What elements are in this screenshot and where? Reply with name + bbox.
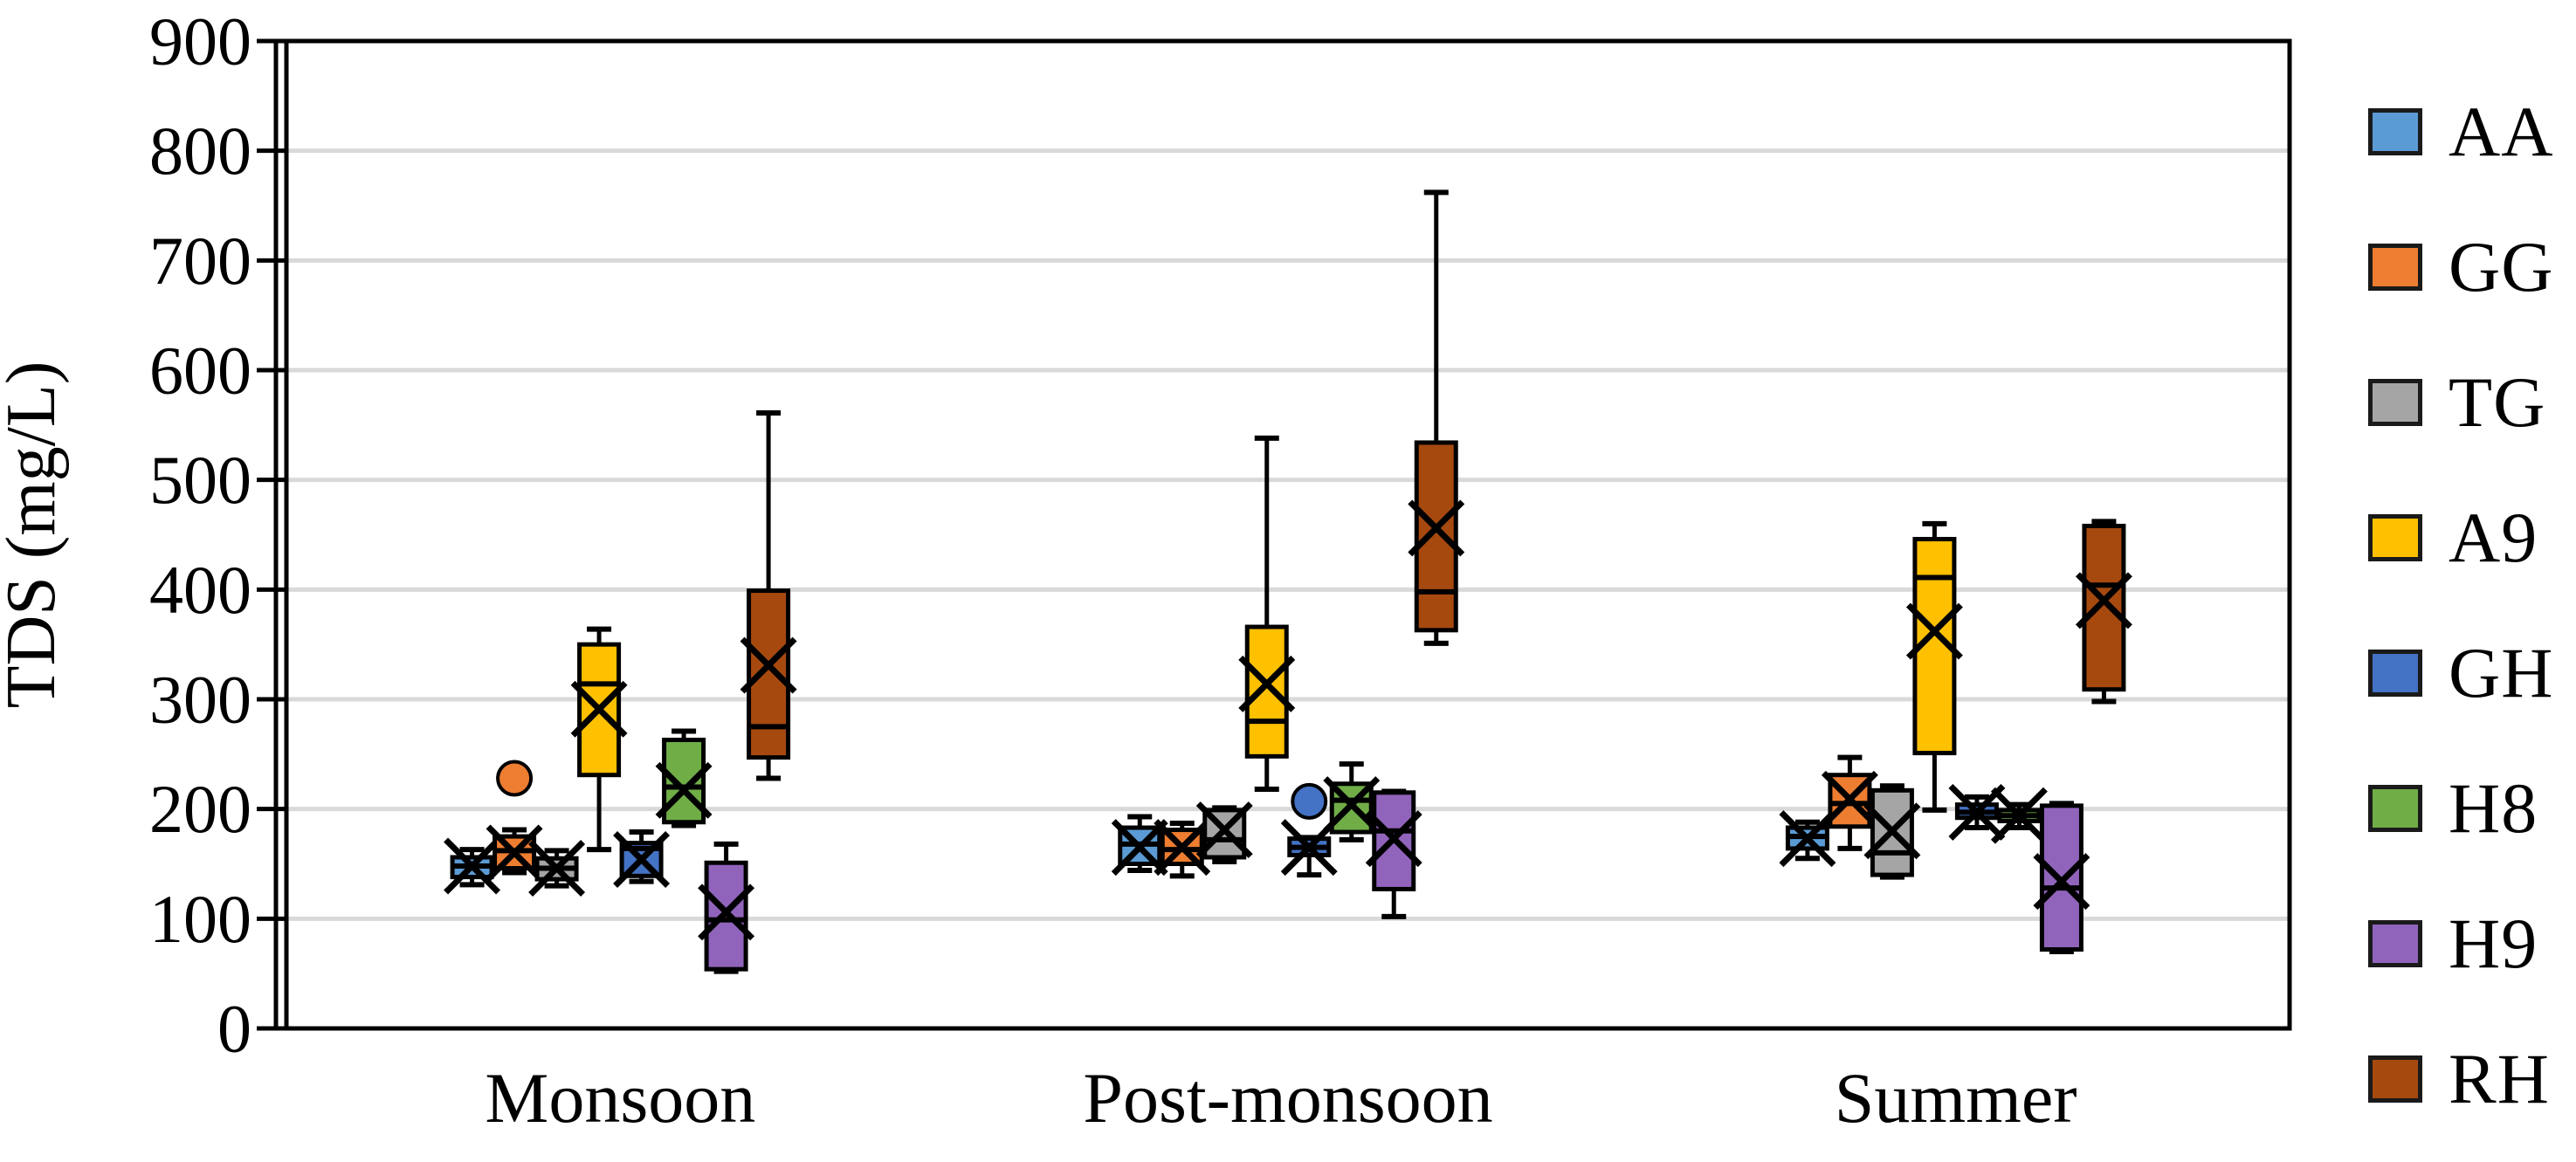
box-GH-post-monsoon [1280,782,1338,878]
legend-item-H8: H8 [2368,773,2538,844]
y-axis-title: TDS (mg/L) [0,361,70,709]
box-A9-monsoon [570,626,628,853]
mean-x-marker [2075,572,2132,629]
legend-label-RH: RH [2449,1039,2550,1118]
x-category-label-post-monsoon: Post-monsoon [1083,1058,1492,1138]
mean-x-marker [1863,802,1921,860]
legend-item-GG: GG [2368,231,2553,303]
x-category-label-monsoon: Monsoon [485,1058,755,1138]
plot-frame [284,38,2292,1031]
mean-x-marker [1111,819,1168,877]
mean-x-marker [655,761,713,819]
box-H9-summer [2033,801,2090,955]
mean-x-marker [2033,853,2090,911]
box-RH-post-monsoon [1408,189,1465,646]
legend-label-A9: A9 [2449,498,2538,577]
legend-swatch-H9 [2368,920,2422,967]
mean-x-marker [1195,801,1253,859]
box-H8-monsoon [655,728,713,829]
mean-x-marker [1323,776,1381,834]
box-rect [1414,440,1458,633]
y-tick-label-300: 300 [149,662,251,738]
y-tick-label-700: 700 [149,223,251,299]
box-TG-post-monsoon [1195,801,1253,864]
y-tick-label-500: 500 [149,442,251,518]
legend-item-AA: AA [2368,96,2553,168]
box-H8-post-monsoon [1323,761,1381,842]
box-AA-post-monsoon [1111,814,1168,877]
y-tick-label-400: 400 [149,552,251,628]
y-tick-label-900: 900 [149,3,251,79]
mean-x-marker [740,636,797,694]
legend-item-TG: TG [2368,367,2545,438]
mean-x-marker [528,840,586,897]
y-tick-label-100: 100 [149,881,251,957]
legend-swatch-RH [2368,1055,2422,1103]
box-AA-monsoon [444,837,501,895]
legend: AA GG TG A9 GH H8 H9 RH [2368,0,2576,1162]
outlier-dot [496,760,534,797]
legend-swatch-GH [2368,650,2422,697]
box-GG-summer [1821,754,1878,851]
box-H9-post-monsoon [1365,788,1422,919]
legend-label-H8: H8 [2449,768,2538,848]
y-tick-label-200: 200 [149,771,251,847]
mean-x-marker [570,680,628,738]
legend-swatch-H8 [2368,785,2422,832]
y-tick-label-800: 800 [149,113,251,189]
mean-x-marker [1365,810,1422,868]
mean-x-marker [613,830,671,888]
mean-x-marker [1238,655,1296,712]
legend-label-GG: GG [2449,227,2554,306]
box-GG-post-monsoon [1154,819,1211,879]
mean-x-marker [1154,819,1211,877]
legend-swatch-A9 [2368,514,2422,561]
box-GG-monsoon [486,760,543,882]
box-TG-monsoon [528,840,586,897]
legend-label-TG: TG [2449,362,2546,442]
box-TG-summer [1863,783,1921,880]
legend-label-GH: GH [2449,633,2554,712]
legend-item-H9: H9 [2368,908,2538,980]
mean-x-marker [444,837,501,895]
box-GH-monsoon [613,829,671,888]
box-H9-monsoon [698,841,755,974]
legend-item-A9: A9 [2368,502,2538,574]
box-rect [1244,624,1289,759]
legend-swatch-TG [2368,379,2422,426]
mean-x-marker [1408,499,1465,557]
x-category-label-summer: Summer [1835,1058,2077,1138]
box-rect [2082,523,2126,692]
box-rect [577,642,622,778]
box-RH-monsoon [740,410,797,781]
legend-label-AA: AA [2449,92,2554,171]
box-rect [747,588,791,760]
y-tick-label-0: 0 [217,991,251,1067]
legend-label-H9: H9 [2449,904,2538,983]
box-A9-summer [1905,520,1963,813]
y-tick-label-600: 600 [149,333,251,409]
mean-x-marker [1905,602,1963,660]
legend-item-GH: GH [2368,637,2553,709]
outlier-dot [1291,782,1328,820]
mean-x-marker [698,884,755,941]
mean-x-marker [1821,770,1878,828]
legend-swatch-AA [2368,108,2422,155]
box-rect [662,737,706,825]
mean-x-marker [486,824,543,882]
legend-item-RH: RH [2368,1043,2550,1115]
box-A9-post-monsoon [1238,435,1296,793]
mean-x-marker [1990,787,2048,844]
box-H8-summer [1990,787,2048,844]
box-RH-summer [2075,519,2132,705]
legend-swatch-GG [2368,244,2422,291]
